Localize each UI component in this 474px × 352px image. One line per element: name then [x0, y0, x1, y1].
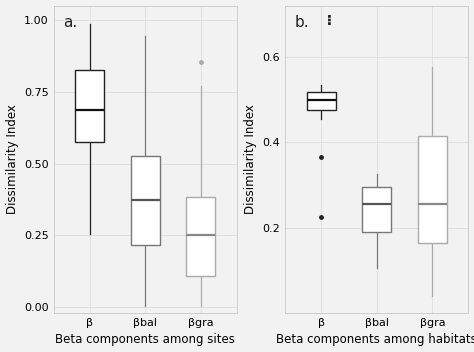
Y-axis label: Dissimilarity Index: Dissimilarity Index	[244, 104, 257, 214]
Bar	[362, 187, 391, 232]
Text: b.: b.	[294, 15, 309, 30]
Bar	[307, 92, 336, 110]
Text: a.: a.	[63, 15, 77, 30]
Y-axis label: Dissimilarity Index: Dissimilarity Index	[6, 104, 18, 214]
Bar	[418, 136, 447, 243]
X-axis label: Beta components among sites: Beta components among sites	[55, 333, 235, 346]
Text: ⠇: ⠇	[326, 15, 337, 29]
X-axis label: Beta components among habitats: Beta components among habitats	[276, 333, 474, 346]
Bar	[186, 197, 215, 276]
Bar	[75, 70, 104, 142]
Bar	[131, 156, 160, 245]
